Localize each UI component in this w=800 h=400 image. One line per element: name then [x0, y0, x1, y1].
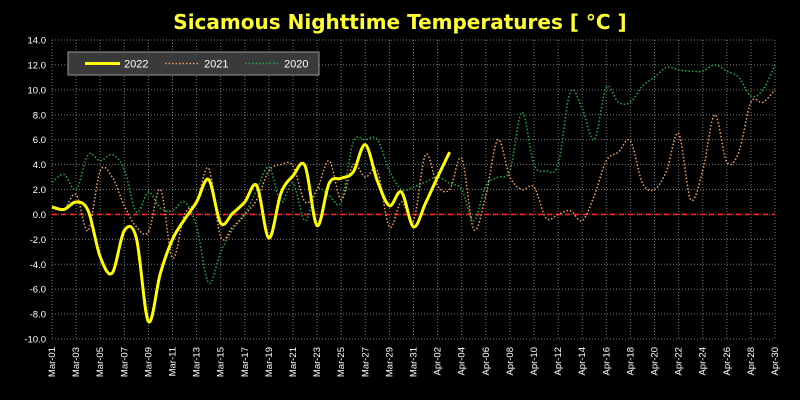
x-tick-label: Mar-11: [168, 347, 179, 376]
x-tick-label: Mar-01: [47, 347, 58, 377]
x-tick-label: Apr-08: [505, 347, 516, 376]
x-tick-label: Apr-20: [650, 347, 661, 376]
x-tick-label: Mar-19: [264, 347, 275, 377]
legend-label-2020: 2020: [284, 59, 308, 71]
x-tick-label: Mar-29: [384, 347, 395, 377]
x-tick-label: Mar-07: [119, 347, 130, 377]
y-tick-label: 14.0: [28, 36, 47, 47]
x-axis: Mar-01 Mar-03 Mar-05 Mar-07 Mar-09 Mar-11 Mar-…: [47, 347, 781, 377]
x-tick-label: Apr-06: [481, 347, 492, 376]
x-tick-label: Apr-02: [433, 347, 444, 376]
x-tick-label: Apr-28: [746, 347, 757, 376]
x-tick-label: Mar-17: [240, 347, 251, 377]
x-tick-label: Mar-15: [216, 347, 227, 377]
x-tick-label: Apr-18: [625, 347, 636, 376]
x-tick-label: Mar-27: [360, 347, 371, 377]
x-tick-label: Mar-23: [312, 347, 323, 377]
x-tick-label: Apr-04: [457, 347, 468, 376]
x-tick-label: Apr-22: [674, 347, 685, 376]
x-tick-label: Mar-05: [95, 347, 106, 377]
x-tick-label: Apr-24: [698, 347, 709, 376]
y-tick-label: -4.0: [30, 260, 46, 271]
y-axis: 14.0 12.0 10.0 8.0 6.0 4.0 2.0 0.0 -2.0 -4.0 -6.0 -…: [24, 36, 46, 346]
y-tick-label: -2.0: [30, 235, 46, 246]
y-tick-label: 8.0: [33, 110, 46, 121]
y-tick-label: 4.0: [33, 160, 46, 171]
series-lines: [51, 64, 776, 324]
y-tick-label: -10.0: [24, 335, 46, 346]
x-tick-label: Apr-16: [601, 347, 612, 376]
y-tick-label: 12.0: [28, 60, 47, 71]
y-tick-label: -8.0: [30, 310, 46, 321]
x-tick-label: Apr-12: [553, 347, 564, 376]
y-tick-label: 10.0: [28, 85, 47, 96]
x-tick-label: Mar-21: [288, 347, 299, 377]
y-tick-label: -6.0: [30, 285, 46, 296]
x-tick-label: Mar-03: [71, 347, 82, 377]
x-tick-label: Mar-09: [143, 347, 154, 377]
x-tick-label: Mar-31: [409, 347, 420, 377]
legend-label-2022: 2022: [124, 59, 148, 71]
chart-title: Sicamous Nighttime Temperatures [ °C ]: [173, 10, 626, 34]
x-tick-label: Mar-13: [192, 347, 203, 377]
y-tick-label: 6.0: [33, 135, 46, 146]
legend: 2022 2021 2020: [67, 51, 320, 76]
x-tick-label: Apr-10: [529, 347, 540, 376]
legend-label-2021: 2021: [204, 59, 228, 71]
y-tick-label: 0.0: [33, 210, 46, 221]
x-tick-label: Apr-26: [722, 347, 733, 376]
x-tick-label: Apr-30: [770, 347, 781, 376]
y-tick-label: 2.0: [33, 185, 46, 196]
x-tick-label: Mar-25: [336, 347, 347, 377]
series-line-2022: [51, 143, 451, 324]
x-tick-label: Apr-14: [577, 347, 588, 376]
series-line-2021: [51, 89, 776, 259]
